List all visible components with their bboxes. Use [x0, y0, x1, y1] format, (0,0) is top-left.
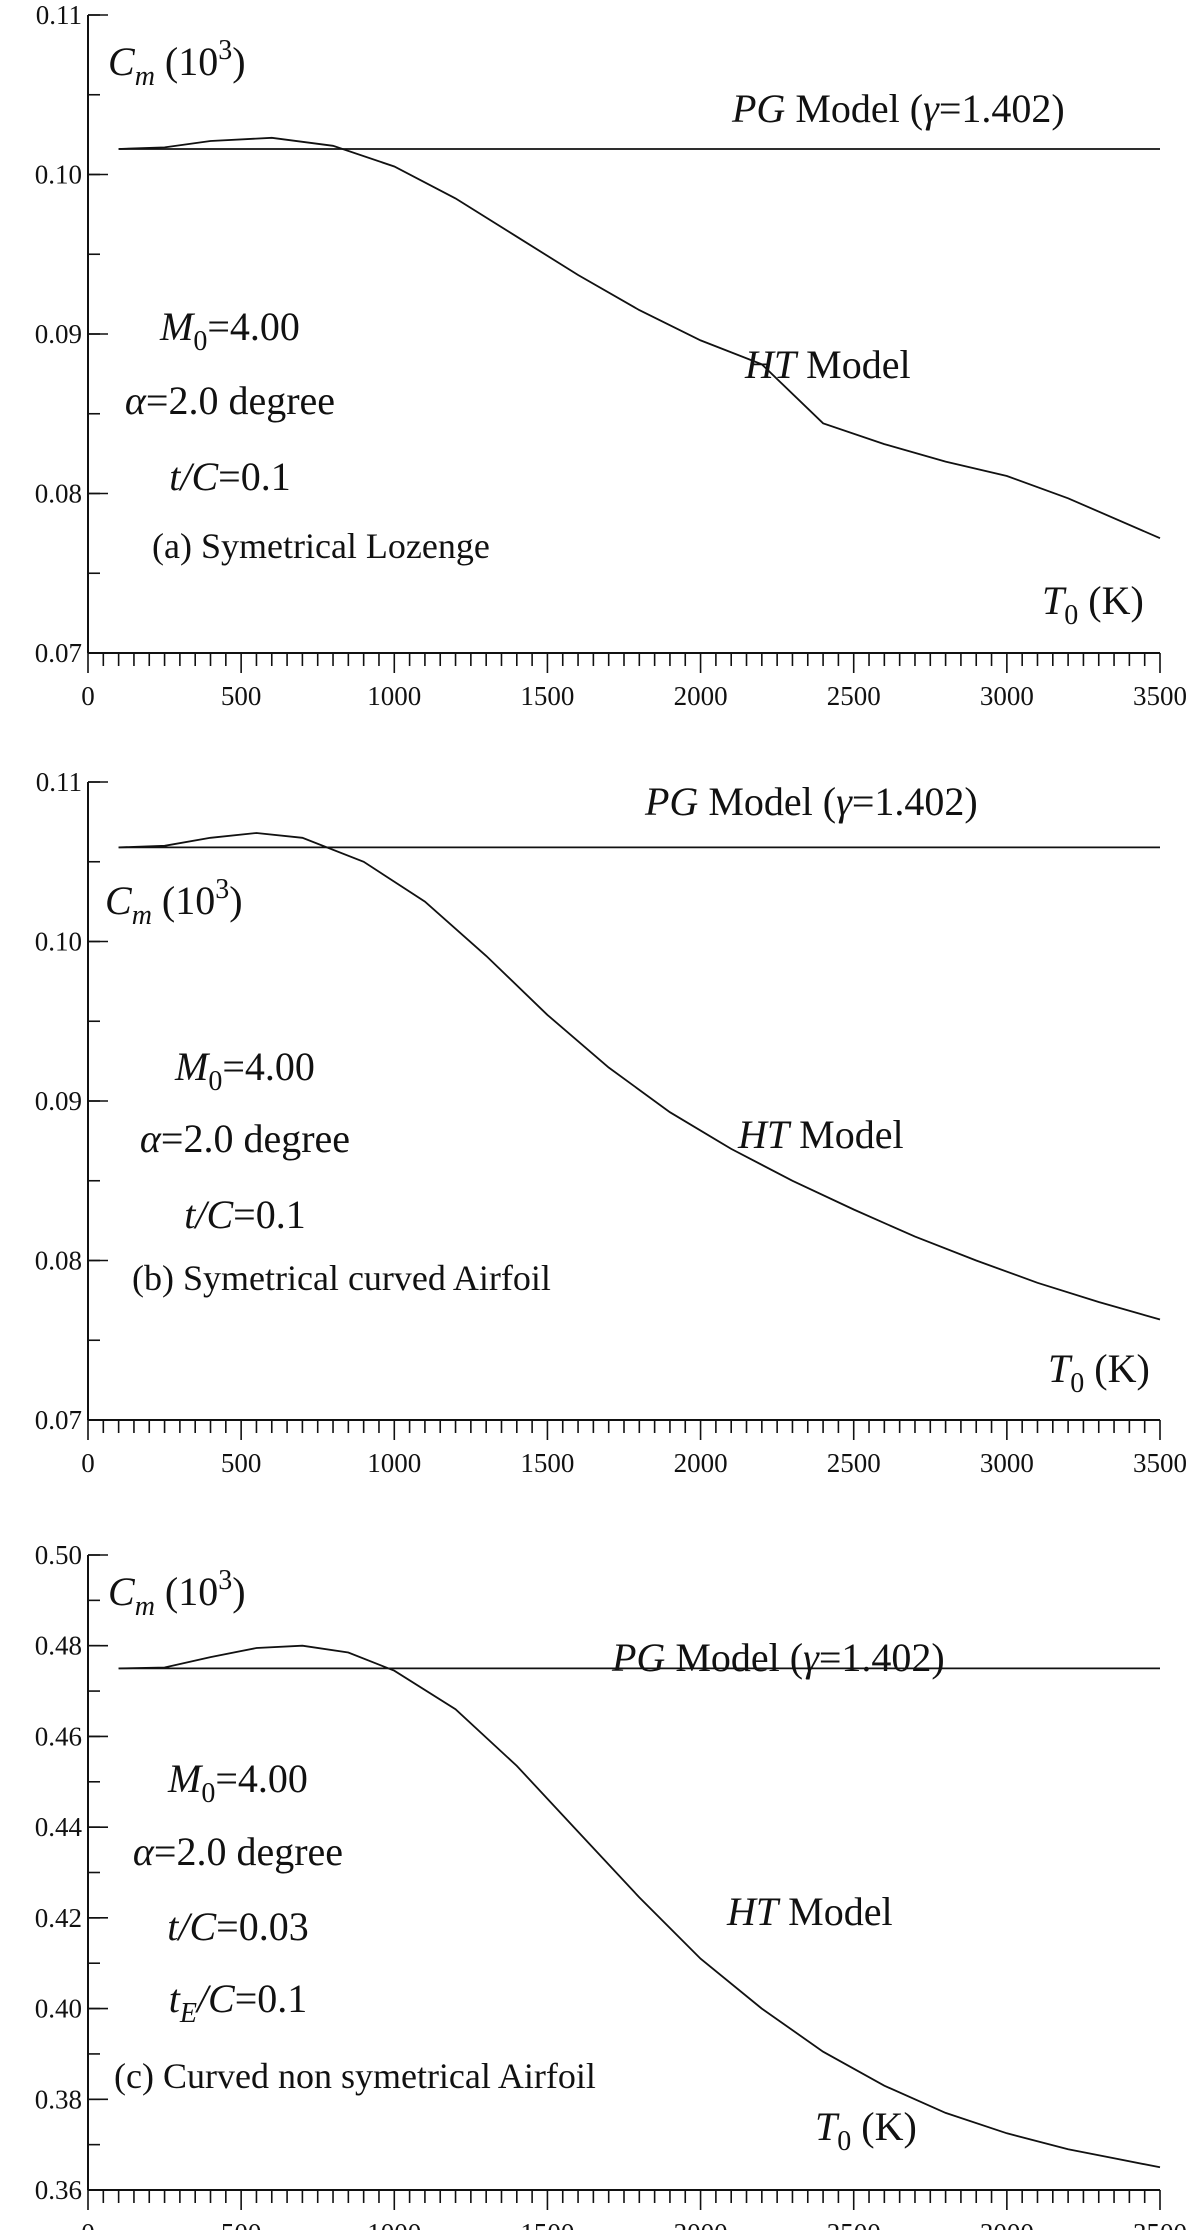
x-tick-label: 0 — [81, 1448, 95, 1478]
y-tick-label: 0.36 — [35, 2175, 82, 2205]
y-tick-label: 0.11 — [36, 767, 82, 797]
x-tick-label: 3500 — [1133, 2218, 1187, 2230]
y-tick-label: 0.42 — [35, 1903, 82, 1933]
parameter-annotation: t/C=0.1 — [169, 454, 290, 499]
y-tick-label: 0.50 — [35, 1540, 82, 1570]
y-tick-label: 0.09 — [35, 1086, 82, 1116]
y-tick-label: 0.46 — [35, 1721, 82, 1751]
x-tick-label: 3000 — [980, 1448, 1034, 1478]
chart-panel-b: 0 500 1000 1500 2000 2500 3000 3500 0.07 0.08 0.09… — [35, 767, 1187, 1478]
x-tick-label: 2500 — [827, 2218, 881, 2230]
y-tick-label: 0.08 — [35, 1246, 82, 1276]
x-tick-label: 2500 — [827, 1448, 881, 1478]
chart-panel-a: 0 500 1000 1500 2000 2500 3000 3500 0.07 0.08 0.09… — [35, 0, 1187, 711]
y-tick-label: 0.10 — [35, 927, 82, 957]
x-tick-label: 500 — [221, 681, 262, 711]
x-axis-label: T0 (K) — [815, 2104, 917, 2157]
pg-model-label: PG Model (γ=1.402) — [731, 86, 1065, 131]
x-tick-label: 0 — [81, 2218, 95, 2230]
parameter-annotation: α=2.0 degree — [140, 1116, 350, 1161]
y-tick-label: 0.09 — [35, 319, 82, 349]
y-tick-label: 0.44 — [35, 1812, 83, 1842]
x-tick-label: 1500 — [520, 2218, 574, 2230]
y-tick-label: 0.07 — [35, 1405, 82, 1435]
y-tick-label: 0.08 — [35, 479, 82, 509]
x-tick-label: 2000 — [674, 2218, 728, 2230]
x-tick-label: 2000 — [674, 1448, 728, 1478]
ht-model-label: HT Model — [744, 342, 911, 387]
ht-model-curve — [118, 136, 1161, 540]
y-axis-label: Cm (103) — [105, 874, 243, 931]
x-tick-label: 3500 — [1133, 681, 1187, 711]
x-tick-label: 500 — [221, 1448, 262, 1478]
parameter-annotation: α=2.0 degree — [125, 378, 335, 423]
x-tick-label: 3000 — [980, 681, 1034, 711]
x-tick-label: 1500 — [520, 681, 574, 711]
parameter-annotation: tE/C=0.1 — [169, 1976, 308, 2029]
x-tick-label: 1000 — [367, 681, 421, 711]
x-tick-label: 2000 — [674, 681, 728, 711]
y-axis-label: Cm (103) — [108, 35, 246, 92]
x-axis-label: T0 (K) — [1042, 578, 1144, 631]
x-tick-label: 3000 — [980, 2218, 1034, 2230]
parameter-annotation: t/C=0.1 — [184, 1192, 305, 1237]
chart-panel-c: 0 500 1000 1500 2000 2500 3000 3500 0.36 0.38 0.40… — [35, 1540, 1187, 2230]
x-tick-label: 1500 — [520, 1448, 574, 1478]
panel-caption: (b) Symetrical curved Airfoil — [132, 1258, 551, 1298]
parameter-annotation: M0=4.00 — [174, 1044, 315, 1097]
x-tick-label: 3500 — [1133, 1448, 1187, 1478]
x-tick-label: 1000 — [367, 2218, 421, 2230]
y-tick-label: 0.07 — [35, 638, 82, 668]
parameter-annotation: t/C=0.03 — [167, 1904, 308, 1949]
y-axis-label: Cm (103) — [108, 1565, 246, 1622]
ht-model-curve — [118, 1644, 1161, 2169]
parameter-annotation: α=2.0 degree — [133, 1829, 343, 1874]
ht-model-label: HT Model — [726, 1889, 893, 1934]
y-tick-label: 0.38 — [35, 2084, 82, 2114]
pg-model-label: PG Model (γ=1.402) — [611, 1635, 945, 1680]
x-tick-label: 0 — [81, 681, 95, 711]
parameter-annotation: M0=4.00 — [167, 1756, 308, 1809]
panel-caption: (a) Symetrical Lozenge — [152, 526, 490, 566]
y-tick-label: 0.10 — [35, 160, 82, 190]
ht-model-curve — [118, 832, 1161, 1321]
x-tick-label: 2500 — [827, 681, 881, 711]
y-tick-label: 0.40 — [35, 1994, 82, 2024]
pg-model-label: PG Model (γ=1.402) — [644, 779, 978, 824]
x-tick-label: 500 — [221, 2218, 262, 2230]
ht-model-label: HT Model — [737, 1112, 904, 1157]
y-tick-label: 0.11 — [36, 0, 82, 30]
panel-caption: (c) Curved non symetrical Airfoil — [114, 2056, 596, 2096]
x-axis-label: T0 (K) — [1048, 1346, 1150, 1399]
x-tick-label: 1000 — [367, 1448, 421, 1478]
y-tick-label: 0.48 — [35, 1631, 82, 1661]
parameter-annotation: M0=4.00 — [159, 304, 300, 357]
